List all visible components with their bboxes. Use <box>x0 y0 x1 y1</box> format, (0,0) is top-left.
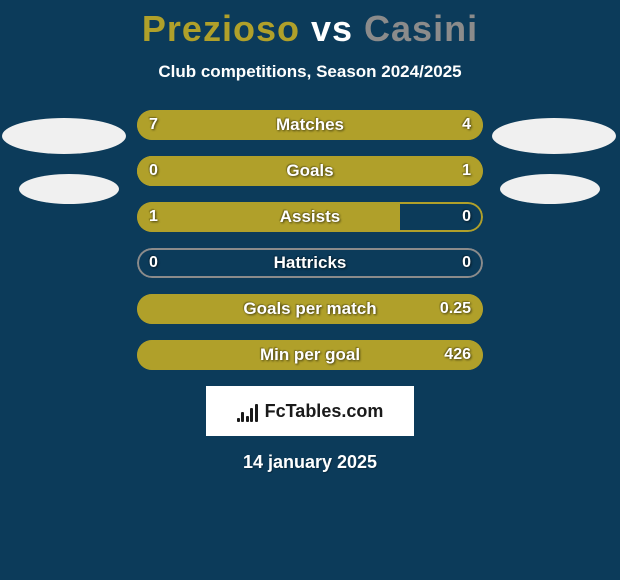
subtitle: Club competitions, Season 2024/2025 <box>0 62 620 82</box>
oval-left_top <box>2 118 126 154</box>
stat-value-right: 4 <box>462 116 471 134</box>
oval-left_bot <box>19 174 119 204</box>
badge-bar <box>246 416 249 422</box>
stat-row: Assists1 0 <box>137 202 483 232</box>
oval-right_bot <box>500 174 600 204</box>
stat-value-left: 0 <box>149 254 158 272</box>
comparison-title: Prezioso vs Casini <box>0 0 620 50</box>
stat-rows: Matches74Goals01Assists10Hattricks00Goal… <box>137 110 483 370</box>
stat-value-right: 0 <box>462 254 471 272</box>
stat-row: Hattricks0 0 <box>137 248 483 278</box>
stat-label: Min per goal <box>137 345 483 365</box>
stat-row: Goals0 1 <box>137 156 483 186</box>
player1-name: Prezioso <box>142 8 300 49</box>
stat-label: Assists <box>137 207 483 227</box>
badge-bars-icon <box>237 400 259 422</box>
stat-value-right: 0.25 <box>440 300 471 318</box>
badge-bar <box>255 404 258 422</box>
stat-value-left: 0 <box>149 162 158 180</box>
stat-label: Goals <box>137 161 483 181</box>
badge-text: FcTables.com <box>265 401 384 422</box>
stat-label: Matches <box>137 115 483 135</box>
oval-right_top <box>492 118 616 154</box>
stat-row: Goals per match0.25 <box>137 294 483 324</box>
stat-row: Min per goal426 <box>137 340 483 370</box>
fctables-badge: FcTables.com <box>206 386 414 436</box>
badge-bar <box>250 408 253 422</box>
stat-row: Matches7 4 <box>137 110 483 140</box>
stat-value-right: 0 <box>462 208 471 226</box>
stat-value-left: 1 <box>149 208 158 226</box>
vs-text: vs <box>311 8 353 49</box>
badge-bar <box>241 412 244 422</box>
stat-value-right: 1 <box>462 162 471 180</box>
stat-value-left: 7 <box>149 116 158 134</box>
badge-bar <box>237 418 240 422</box>
date-text: 14 january 2025 <box>0 452 620 473</box>
stat-label: Goals per match <box>137 299 483 319</box>
stat-value-right: 426 <box>444 346 471 364</box>
player2-name: Casini <box>364 8 478 49</box>
stat-label: Hattricks <box>137 253 483 273</box>
